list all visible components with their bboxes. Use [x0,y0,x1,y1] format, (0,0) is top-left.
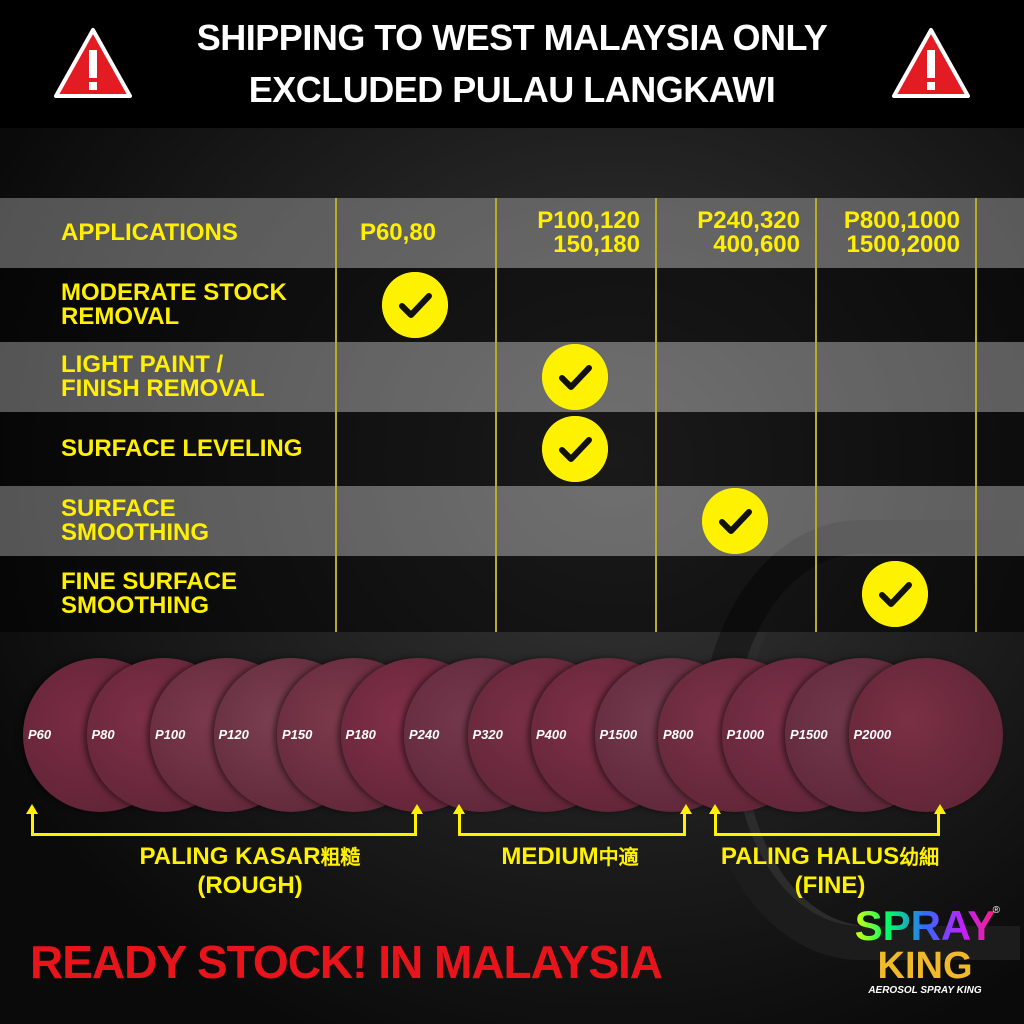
applications-header: APPLICATIONS [61,219,238,246]
logo-tagline: AEROSOL SPRAY KING [868,985,982,996]
medium-bracket [458,812,686,836]
ready-stock-text: READY STOCK! IN MALAYSIA [30,936,663,988]
application-label: FINE SURFACE SMOOTHING [61,568,238,619]
grit-column-header: P60,80 [359,219,437,246]
disc-grit-label: P120 [218,727,249,742]
sanding-disc [848,658,1003,812]
arrow-up-icon [709,804,721,814]
rough-bracket [31,812,417,836]
arrow-up-icon [680,804,692,814]
disc-grit-label: P320 [472,727,503,742]
table-row [0,486,1024,556]
disc-grit-label: P180 [345,727,376,742]
column-divider [655,198,657,632]
column-divider [975,198,977,632]
column-divider [495,198,497,632]
group-fine: PALING HALUS幼細 (FINE) [720,843,940,899]
disc-grit-label: P150 [282,727,313,742]
column-divider [335,198,337,632]
disc-grit-label: P60 [28,727,52,742]
disc-grit-label: P400 [536,727,567,742]
table-row [0,556,1024,632]
application-label: SURFACE SMOOTHING [61,495,209,546]
table-row [0,342,1024,412]
check-icon [702,488,768,554]
disc-grit-label: P240 [409,727,440,742]
shipping-subtitle: EXCLUDED PULAU LANGKAWI [248,69,776,110]
grit-column-header: P240,320 400,600 [697,207,800,258]
check-icon [382,272,448,338]
fine-bracket [714,812,940,836]
table-row [0,412,1024,486]
disc-grit-label: P100 [155,727,186,742]
disc-grit-label: P80 [91,727,115,742]
group-rough: PALING KASAR粗糙 (ROUGH) [139,843,361,899]
disc-grit-label: P1000 [726,727,765,742]
spray-king-logo: SPRAY KING AEROSOL SPRAY KING ® [850,905,1000,997]
group-medium: MEDIUM中適 [501,843,639,870]
logo-spray: SPRAY [850,905,1000,947]
disc-grit-label: P800 [663,727,694,742]
disc-grit-label: P1500 [599,727,638,742]
disc-grit-label: P1500 [790,727,828,742]
arrow-up-icon [411,804,423,814]
warning-triangle-icon [892,28,970,98]
disc-grit-label: P2000 [853,727,892,742]
shipping-banner: SHIPPING TO WEST MALAYSIA ONLY EXCLUDED … [0,0,1024,128]
application-label: MODERATE STOCK REMOVAL [61,279,287,330]
grit-column-header: P100,120 150,180 [537,207,640,258]
table-header-row [0,198,1024,268]
registered-mark: ® [992,905,1000,916]
warning-triangle-icon [54,28,132,98]
check-icon [542,416,608,482]
check-icon [862,561,928,627]
table-row [0,268,1024,342]
application-label: SURFACE LEVELING [61,435,303,462]
column-divider [815,198,817,632]
grit-column-header: P800,1000 1500,2000 [843,207,960,258]
check-icon [542,344,608,410]
arrow-up-icon [934,804,946,814]
logo-king: KING [877,945,973,987]
arrow-up-icon [26,804,38,814]
arrow-up-icon [453,804,465,814]
application-label: LIGHT PAINT / FINISH REMOVAL [61,351,265,402]
shipping-title: SHIPPING TO WEST MALAYSIA ONLY [196,17,828,58]
